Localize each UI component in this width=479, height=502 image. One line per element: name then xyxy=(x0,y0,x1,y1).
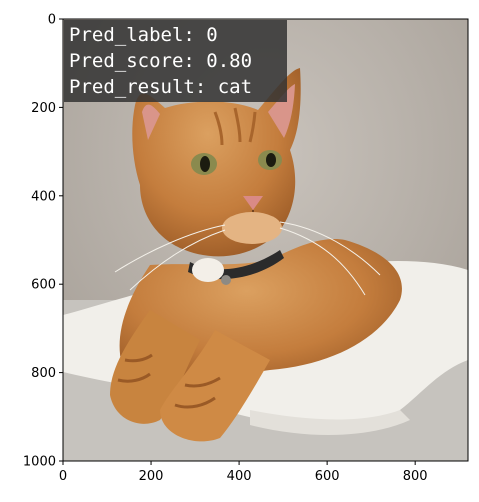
right-ear-inner xyxy=(268,84,295,138)
towel-fold xyxy=(250,410,410,436)
collar-white-patch xyxy=(192,258,224,282)
y-tick-label-1000: 1000 xyxy=(23,455,56,470)
whiskers xyxy=(114,221,381,296)
cat-nose xyxy=(243,196,263,210)
collar-bell xyxy=(221,275,231,285)
prediction-annotation: Pred_label: 0 Pred_score: 0.80 Pred_resu… xyxy=(64,20,287,102)
paw-stripes xyxy=(117,353,221,409)
y-tick-label-400: 400 xyxy=(31,189,56,204)
x-tick-label-600: 600 xyxy=(315,469,340,484)
axes-frame xyxy=(62,18,469,462)
right-pupil xyxy=(266,153,276,167)
y-tick-label-200: 200 xyxy=(31,101,56,116)
y-tick-label-0: 0 xyxy=(48,13,56,28)
x-tick-label-800: 800 xyxy=(403,469,428,484)
pred-score-text: Pred_score: 0.80 xyxy=(69,50,252,72)
cat-left-leg xyxy=(110,310,200,424)
left-pupil xyxy=(200,156,210,172)
head-stripes xyxy=(213,107,257,146)
pred-label-text: Pred_label: 0 xyxy=(69,24,218,46)
y-tick-label-600: 600 xyxy=(31,278,56,293)
x-tick-label-0: 0 xyxy=(59,469,67,484)
pred-result-text: Pred_result: cat xyxy=(69,76,252,98)
x-tick-label-400: 400 xyxy=(227,469,252,484)
y-axis-ticks: 0 200 400 600 800 1000 xyxy=(23,13,63,470)
cat-muzzle xyxy=(222,212,282,244)
annotation-box xyxy=(64,20,287,102)
y-tick-label-800: 800 xyxy=(31,366,56,381)
cat-right-leg xyxy=(160,330,270,442)
x-tick-label-200: 200 xyxy=(139,469,164,484)
left-ear-inner xyxy=(142,104,160,140)
x-axis-ticks: 0 200 400 600 800 xyxy=(59,461,428,484)
